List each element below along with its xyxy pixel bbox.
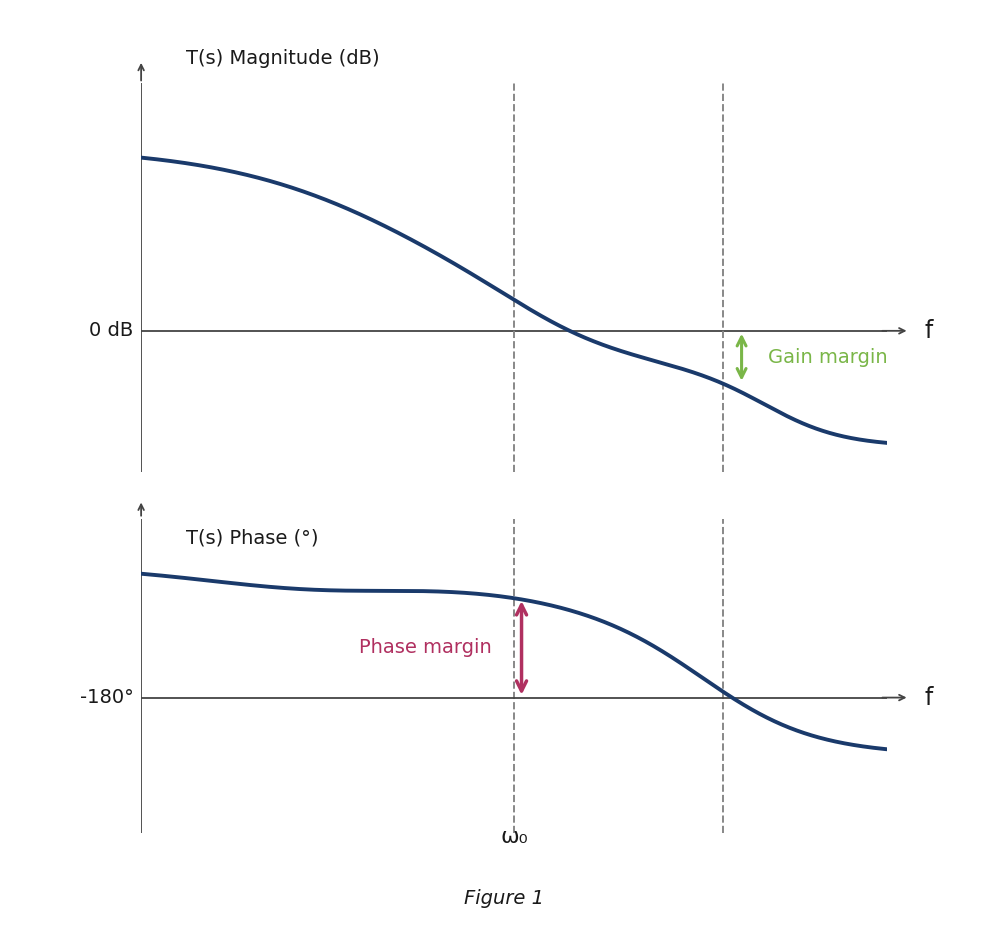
Text: Phase margin: Phase margin (359, 638, 492, 657)
Text: 0 dB: 0 dB (90, 321, 134, 341)
Text: f: f (924, 319, 932, 343)
Text: Figure 1: Figure 1 (464, 889, 544, 907)
Text: f: f (924, 685, 932, 709)
Text: T(s) Phase (°): T(s) Phase (°) (185, 528, 319, 547)
Text: Gain margin: Gain margin (768, 348, 887, 367)
Text: T(s) Magnitude (dB): T(s) Magnitude (dB) (185, 49, 379, 68)
Text: -180°: -180° (80, 688, 134, 707)
Text: ω₀: ω₀ (500, 827, 528, 847)
